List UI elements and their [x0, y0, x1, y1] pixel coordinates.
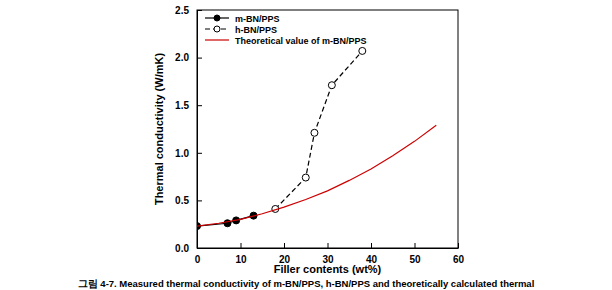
chart-container: 0 10 20 30 40 50 60 0.0 0.5 1.0 1.5 2.0 2.5 Filler co… [0, 0, 612, 290]
x-tick: 30 [322, 243, 334, 265]
y-axis-line [197, 11, 198, 249]
legend-entry: h-BN/PPS [205, 25, 277, 35]
legend-label: Theoretical value of m-BN/PPS [235, 36, 367, 46]
x-tick-label: 60 [453, 254, 465, 265]
x-tick-label: 50 [409, 254, 421, 265]
y-tick: 2.5 [175, 5, 202, 16]
y-tick: 1.0 [175, 148, 202, 159]
y-tick: 0.0 [175, 243, 202, 254]
x-tick-mark [328, 243, 329, 248]
caption: 그림 4-7. Measured thermal conductivity of… [78, 278, 535, 289]
y-tick-mark [197, 153, 202, 154]
legend-entry: m-BN/PPS [205, 14, 280, 24]
x-tick-mark [458, 243, 459, 248]
y-tick-mark [197, 58, 202, 59]
y-tick: 1.5 [175, 100, 202, 111]
x-tick-mark [284, 243, 285, 248]
y-tick-mark [197, 10, 202, 11]
y-tick-label: 2.5 [175, 5, 189, 16]
x-tick: 10 [235, 243, 247, 265]
y-tick: 0.5 [175, 195, 202, 206]
series-line [197, 125, 436, 226]
chart-svg: 0 10 20 30 40 50 60 0.0 0.5 1.0 1.5 2.0 2.5 Filler co… [0, 0, 612, 290]
y-tick: 2.0 [175, 52, 202, 63]
legend-marker [214, 15, 220, 21]
y-tick-mark [197, 248, 202, 249]
data-point [328, 82, 335, 89]
plot-area [197, 47, 436, 229]
x-tick-label: 10 [235, 254, 247, 265]
y-tick-label: 0.5 [175, 195, 189, 206]
legend-marker [214, 26, 220, 32]
x-axis-line [198, 248, 459, 249]
y-axis: 0.0 0.5 1.0 1.5 2.0 2.5 [175, 5, 202, 254]
legend: m-BN/PPSh-BN/PPSTheoretical value of m-B… [205, 14, 367, 46]
x-tick-label: 0 [195, 254, 201, 265]
x-axis-title: Filler contents (wt%) [274, 263, 382, 275]
x-tick: 50 [409, 243, 421, 265]
y-tick-label: 0.0 [175, 243, 189, 254]
y-tick-label: 1.0 [175, 148, 189, 159]
legend-entry: Theoretical value of m-BN/PPS [205, 36, 367, 46]
legend-label: h-BN/PPS [235, 25, 277, 35]
x-tick: 20 [279, 243, 291, 265]
x-tick: 40 [366, 243, 378, 265]
data-point [302, 174, 309, 181]
x-tick: 60 [453, 243, 465, 265]
x-tick-mark [371, 243, 372, 248]
x-tick-mark [241, 243, 242, 248]
legend-line [205, 39, 229, 40]
data-point [311, 129, 318, 136]
y-tick-label: 2.0 [175, 52, 189, 63]
y-tick-mark [197, 105, 202, 106]
data-point [359, 47, 366, 54]
plot-frame [197, 10, 458, 248]
y-tick-label: 1.5 [175, 100, 189, 111]
x-tick-mark [415, 243, 416, 248]
series-line [275, 51, 362, 209]
y-axis-title: Thermal conductivity (W/mK) [153, 53, 165, 206]
y-tick-mark [197, 200, 202, 201]
legend-label: m-BN/PPS [235, 14, 280, 24]
x-axis: 0 10 20 30 40 50 60 [195, 243, 465, 265]
